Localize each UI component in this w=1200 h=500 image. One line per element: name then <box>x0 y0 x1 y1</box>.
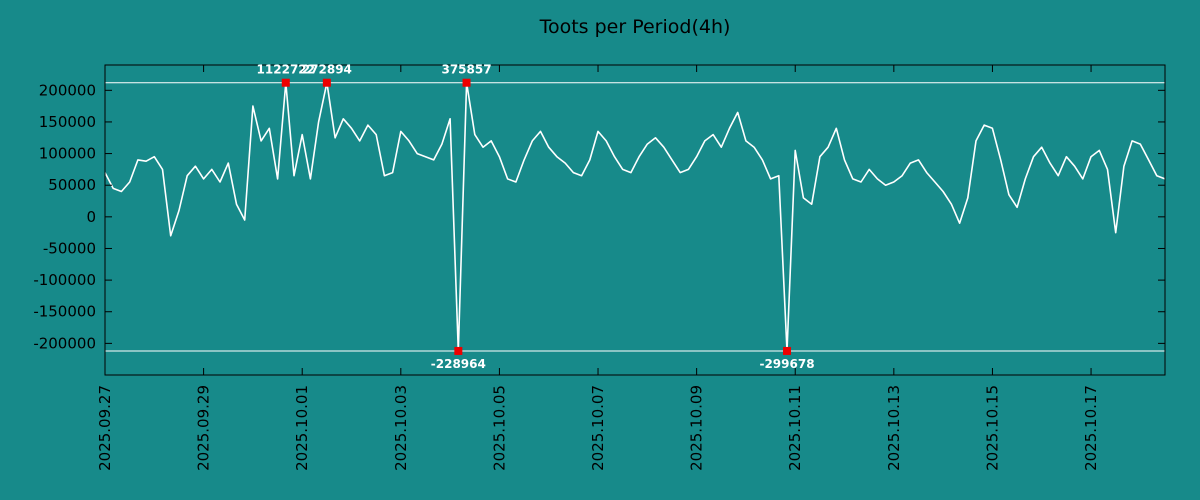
y-tick-label: -200000 <box>33 334 96 352</box>
y-tick-label: -150000 <box>33 303 96 321</box>
clipped-point-marker <box>454 346 463 355</box>
y-tick-label: -50000 <box>43 239 96 257</box>
x-tick-label: 2025.10.13 <box>885 385 903 471</box>
x-tick-label: 2025.09.29 <box>195 385 213 471</box>
chart-title: Toots per Period(4h) <box>539 16 731 38</box>
y-tick-label: 150000 <box>39 113 96 131</box>
y-tick-label: 200000 <box>39 81 96 99</box>
x-tick-label: 2025.10.07 <box>589 385 607 471</box>
data-line <box>104 81 1166 352</box>
x-tick-label: 2025.10.09 <box>688 385 706 471</box>
x-tick-label: 2025.10.01 <box>293 385 311 471</box>
clipped-point-marker <box>281 78 290 87</box>
x-tick-label: 2025.10.03 <box>392 385 410 471</box>
clipped-point-marker <box>783 346 792 355</box>
clipped-point-marker <box>462 78 471 87</box>
x-tick-label: 2025.09.27 <box>96 385 114 471</box>
annotation-label: -228964 <box>431 357 486 371</box>
annotation-label: 272894 <box>302 63 352 77</box>
plot-border <box>104 64 1166 376</box>
annotation-label: 1122722 <box>257 63 315 77</box>
annotation-label: 375857 <box>441 63 491 77</box>
y-tick-label: 100000 <box>39 145 96 163</box>
x-tick-label: 2025.10.11 <box>786 385 804 471</box>
x-tick-label: 2025.10.05 <box>490 385 508 471</box>
clipped-point-marker <box>322 78 331 87</box>
annotation-label: -299678 <box>759 357 814 371</box>
x-tick-label: 2025.10.17 <box>1082 385 1100 471</box>
y-tick-label: -100000 <box>33 271 96 289</box>
y-tick-label: 0 <box>86 208 96 226</box>
y-tick-label: 50000 <box>48 176 96 194</box>
x-tick-label: 2025.10.15 <box>983 385 1001 471</box>
